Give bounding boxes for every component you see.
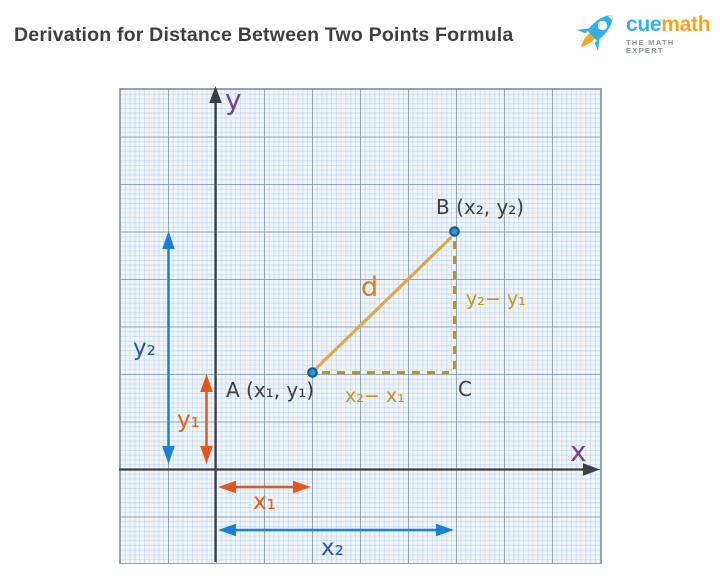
cuemath-logo: cuemath THE MATH EXPERT	[572, 6, 714, 60]
point-a-label: A (x₁, y₁)	[226, 378, 315, 402]
y-axis-label: y	[225, 83, 242, 116]
x1-measure-label: x₁	[253, 489, 276, 515]
horizontal-leg-label: x₂− x₁	[345, 385, 405, 407]
brand-name: cuemath	[626, 14, 714, 35]
brand-cue: cue	[626, 13, 662, 36]
x-axis-label: x	[570, 435, 587, 468]
page-title: Derivation for Distance Between Two Poin…	[14, 24, 514, 46]
brand-math: math	[661, 13, 711, 36]
y2-measure-label: y₂	[133, 335, 156, 361]
rocket-icon	[576, 14, 614, 52]
point-b-label: B (x₂, y₂)	[436, 195, 525, 219]
rocket-flame	[580, 32, 596, 48]
distance-label: d	[361, 272, 379, 303]
vertical-leg-label: y₂− y₁	[466, 288, 526, 310]
rocket-nose	[607, 14, 614, 21]
logo-text: cuemath THE MATH EXPERT	[626, 14, 714, 54]
y1-measure-label: y₁	[177, 407, 200, 433]
rocket-window	[597, 20, 608, 31]
brand-tagline: THE MATH EXPERT	[626, 38, 675, 55]
coordinate-grid	[119, 88, 602, 564]
rocket-fin-left	[576, 28, 591, 34]
rocket-fin-right	[594, 37, 600, 52]
x2-measure-label: x₂	[321, 535, 344, 561]
point-c-label: C	[458, 377, 472, 401]
